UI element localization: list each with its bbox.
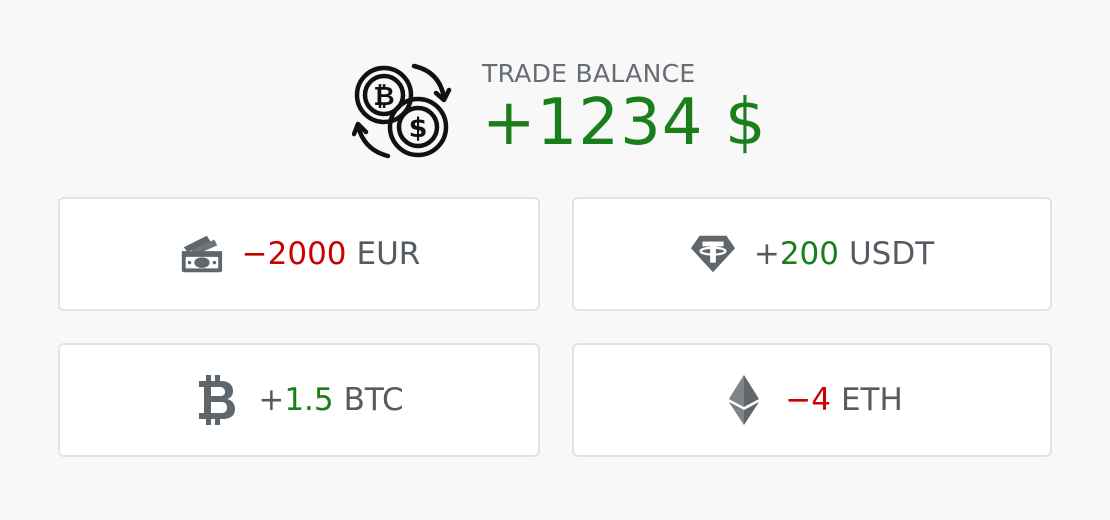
balance-value: +1234 $ (482, 86, 767, 160)
amount-unit: ETH (840, 382, 903, 418)
amount-unit: BTC (343, 382, 404, 418)
amount-value: 4 (811, 382, 831, 418)
svg-text:₿: ₿ (373, 82, 394, 112)
amount-value: 200 (779, 236, 839, 272)
banknote-icon (178, 231, 224, 277)
amount-unit: EUR (356, 236, 421, 272)
tether-icon (690, 231, 736, 277)
amount-unit: USDT (848, 236, 935, 272)
asset-amount-eth: −4 ETH (785, 382, 903, 418)
ethereum-icon (721, 375, 767, 425)
asset-amount-btc: +1.5 BTC (258, 382, 403, 418)
amount-value: 1.5 (284, 382, 334, 418)
bitcoin-icon (194, 375, 240, 425)
amount-sign: + (753, 236, 780, 272)
asset-card-eur[interactable]: −2000 EUR (58, 197, 540, 311)
asset-card-btc[interactable]: +1.5 BTC (58, 343, 540, 457)
asset-cards: −2000 EUR +200 USDT (58, 197, 1052, 457)
amount-value: 2000 (267, 236, 347, 272)
balance-header: ₿ $ TRADE BALANCE +1234 $ (351, 56, 767, 166)
asset-amount-usdt: +200 USDT (754, 236, 934, 272)
asset-card-eth[interactable]: −4 ETH (572, 343, 1052, 457)
balance-label: TRADE BALANCE (482, 59, 696, 88)
asset-amount-eur: −2000 EUR (242, 236, 421, 272)
amount-sign: − (241, 236, 268, 272)
crypto-exchange-icon: ₿ $ (351, 60, 452, 160)
amount-sign: + (258, 382, 285, 418)
amount-sign: − (785, 382, 812, 418)
svg-text:$: $ (409, 113, 428, 144)
asset-card-usdt[interactable]: +200 USDT (572, 197, 1052, 311)
balance-text: TRADE BALANCE +1234 $ (482, 56, 767, 158)
